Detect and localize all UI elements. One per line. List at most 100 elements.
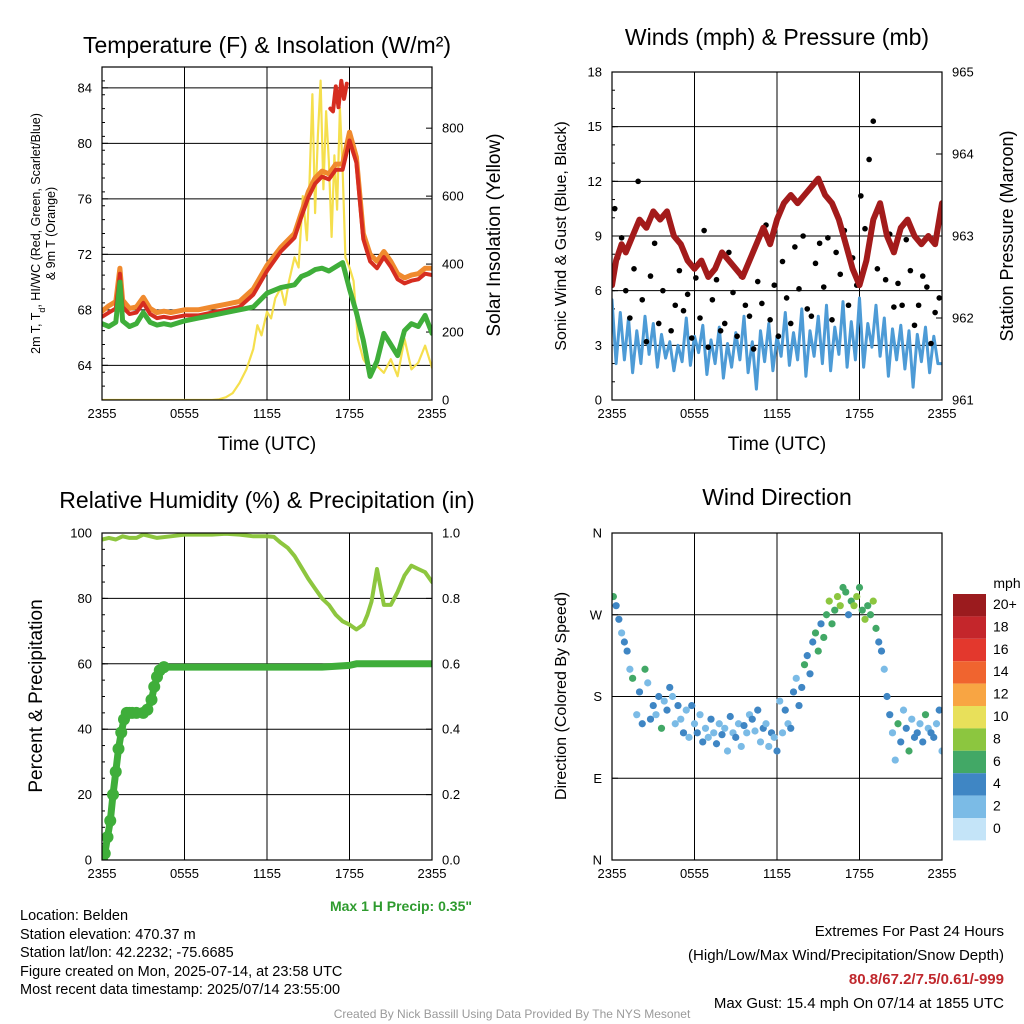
recent-data-text: Most recent data timestamp: 2025/07/14 2… xyxy=(20,982,341,998)
gust-point xyxy=(932,309,938,316)
direction-point xyxy=(792,674,800,682)
gust-point xyxy=(730,289,736,296)
latlon-text: Station lat/lon: 42.2232; -75.6685 xyxy=(20,945,234,961)
y2-axis-label: Solar Insolation (Yellow) xyxy=(484,133,505,336)
y2-tick-label: 600 xyxy=(442,189,464,204)
gust-point xyxy=(655,320,662,327)
gust-point xyxy=(907,267,914,274)
x-tick-label: 1155 xyxy=(253,406,281,421)
direction-point xyxy=(814,647,822,655)
y-tick-label: 72 xyxy=(78,247,92,262)
legend-swatch xyxy=(953,683,986,706)
x-tick-label: 1755 xyxy=(845,866,874,881)
precip-point xyxy=(104,814,117,827)
x-axis-label: Time (UTC) xyxy=(218,434,317,455)
legend-label: 8 xyxy=(993,730,1001,746)
y-tick-label: 80 xyxy=(78,591,92,606)
direction-point xyxy=(737,742,745,751)
direction-point xyxy=(908,715,916,723)
gust-point xyxy=(672,302,679,309)
y2-tick-label: 0.6 xyxy=(442,656,460,671)
y-axis-label-line1: 2m T, Td, HI/WC (Red, Green, Scarlet/Blu… xyxy=(29,113,47,354)
direction-point xyxy=(789,688,798,696)
x-tick-label: 2355 xyxy=(418,406,447,421)
speed-legend: mph 20+ 18 16 14 12 10 8 6 4 2 0 xyxy=(953,575,1021,841)
direction-point xyxy=(930,733,938,741)
winds-panel: 2355 0555 1155 1755 235503691215189619629639… xyxy=(553,24,1017,455)
gust-point xyxy=(746,313,753,319)
gust-point xyxy=(787,320,794,327)
plot-frame xyxy=(611,532,943,861)
precip-point xyxy=(112,742,125,755)
direction-point xyxy=(905,747,913,755)
legend-label: 0 xyxy=(993,820,1001,836)
direction-point xyxy=(671,720,679,728)
series-group xyxy=(102,533,432,860)
x-tick-label: 2355 xyxy=(928,866,957,881)
legend-label: 12 xyxy=(993,686,1009,702)
y-label-part: 2m T, T xyxy=(29,312,43,354)
gust-point xyxy=(911,322,918,329)
extremes-subheading: (High/Low/Max Wind/Precipitation/Snow De… xyxy=(688,947,1004,964)
direction-point xyxy=(688,701,696,710)
series-line-2m-t xyxy=(102,138,432,321)
direction-point xyxy=(765,742,773,751)
y-tick-label: 64 xyxy=(78,358,92,373)
direction-point xyxy=(938,747,942,755)
y-tick-label: 18 xyxy=(588,65,602,80)
legend-label: 10 xyxy=(993,708,1009,724)
gust-point xyxy=(688,335,695,341)
direction-point xyxy=(883,692,891,701)
direction-point xyxy=(655,692,663,701)
gust-point xyxy=(627,315,633,321)
direction-point xyxy=(629,674,637,682)
gust-point xyxy=(750,346,757,352)
direction-point xyxy=(620,638,628,646)
gust-point xyxy=(783,295,790,301)
direction-point xyxy=(773,747,781,755)
credit-text: Created By Nick Bassill Using Data Provi… xyxy=(333,1007,691,1021)
gust-point xyxy=(903,236,910,243)
direction-point xyxy=(781,706,789,714)
y-tick-label: 60 xyxy=(78,656,92,671)
direction-point xyxy=(663,706,671,714)
y-tick-label: 0 xyxy=(85,853,92,868)
direction-point xyxy=(721,724,729,732)
direction-point xyxy=(833,592,842,601)
max-gust-text: Max Gust: 15.4 mph On 07/14 at 1855 UTC xyxy=(713,995,1004,1012)
direction-point xyxy=(825,597,833,605)
direction-point xyxy=(756,738,765,746)
y-tick-label: 100 xyxy=(70,526,92,541)
y-tick-label: N xyxy=(593,853,602,868)
y-label-part: , HI/WC (Red, Green, Scarlet/Blue) xyxy=(29,113,43,308)
gust-point xyxy=(622,287,629,294)
gust-point xyxy=(796,286,802,292)
direction-point xyxy=(723,747,732,755)
legend-swatch xyxy=(953,616,986,639)
direction-point xyxy=(652,711,660,719)
gust-point xyxy=(668,327,674,334)
direction-point xyxy=(718,731,726,739)
direction-point xyxy=(919,738,927,746)
gust-point xyxy=(928,340,934,347)
legend-swatch xyxy=(953,638,986,662)
gust-point xyxy=(660,287,666,294)
legend-swatch xyxy=(953,750,986,774)
direction-point xyxy=(866,611,875,619)
y2-tick-label: 965 xyxy=(952,65,974,80)
gust-point xyxy=(899,302,905,309)
y-tick-label: E xyxy=(593,771,602,786)
y2-axis-label: Station Pressure (Maroon) xyxy=(997,130,1017,341)
y2-tick-label: 961 xyxy=(952,393,974,408)
series-line-pressure xyxy=(612,175,942,289)
gust-point xyxy=(742,302,749,309)
direction-point xyxy=(809,638,817,646)
direction-point xyxy=(828,620,836,628)
direction-point xyxy=(877,647,886,655)
gust-point xyxy=(693,275,699,281)
direction-point xyxy=(853,592,861,601)
direction-point xyxy=(811,629,820,637)
y2-tick-label: 0.4 xyxy=(442,722,460,737)
direction-point xyxy=(743,729,751,737)
direction-point xyxy=(864,602,872,610)
